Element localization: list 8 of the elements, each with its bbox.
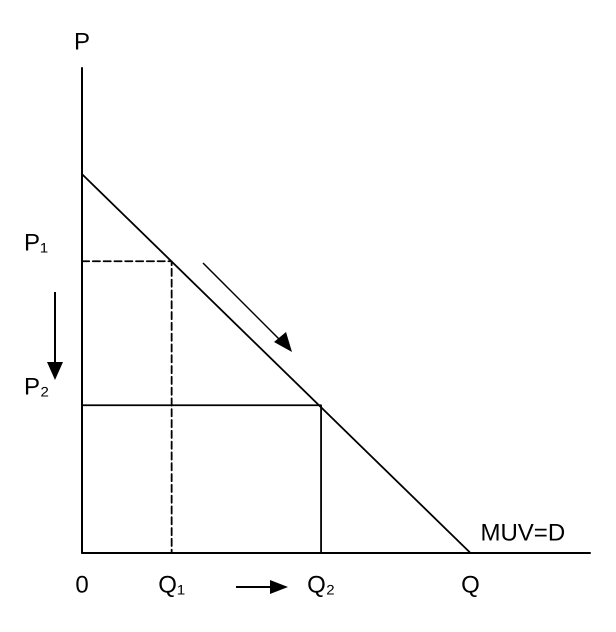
x-tick-label: Q₁ bbox=[158, 572, 186, 598]
series-label: MUV=D bbox=[480, 520, 566, 546]
annotation: P₂ bbox=[24, 374, 50, 401]
y-axis-title: P bbox=[74, 28, 90, 56]
x-tick-label: Q bbox=[461, 572, 480, 598]
x-tick-label: Q₂ bbox=[307, 572, 336, 598]
x-tick-label: 0 bbox=[75, 572, 89, 598]
annotation: P₁ bbox=[24, 230, 48, 257]
